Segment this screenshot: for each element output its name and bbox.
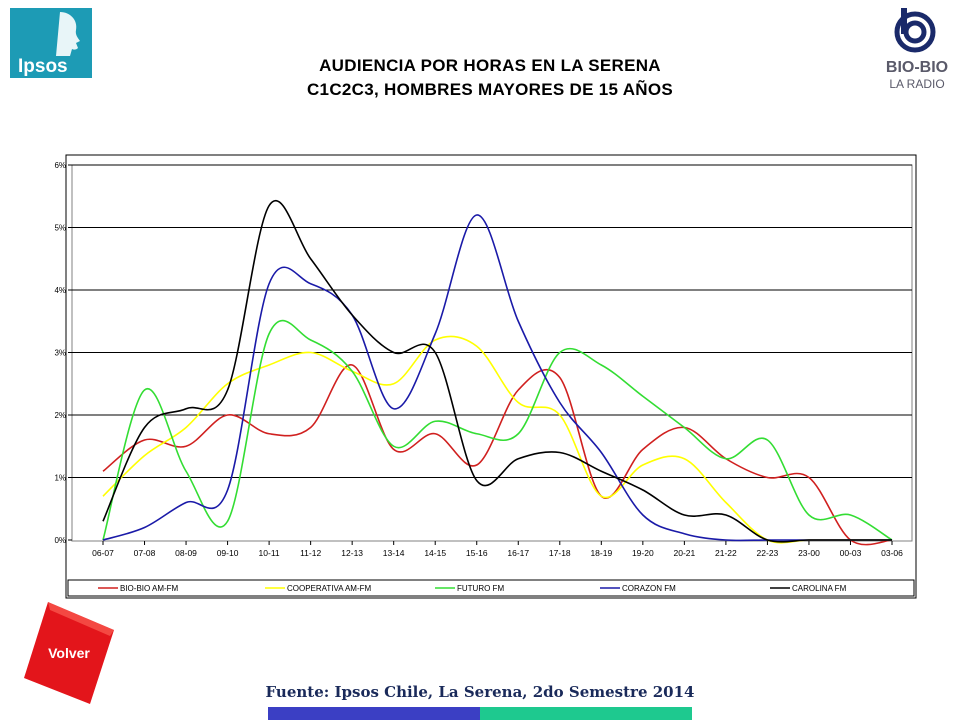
legend-label: BIO-BIO AM-FM [120,584,179,593]
y-tick-label: 1% [54,474,66,483]
legend-entry-cooperativa-am-fm[interactable]: COOPERATIVA AM-FM [265,584,371,593]
page-title-line1: AUDIENCIA POR HORAS EN LA SERENA [319,56,661,75]
ipsos-logo-text: Ipsos [18,56,68,77]
page-title-line2: C1C2C3, HOMBRES MAYORES DE 15 AÑOS [306,80,674,99]
ipsos-logo-icon: Ipsos [10,8,92,78]
legend-label: FUTURO FM [457,584,504,593]
footer-bar-right [480,707,692,720]
series-line-futuro-fm [102,319,893,541]
series-line-bio-bio-am-fm [102,364,893,546]
legend-label: COOPERATIVA AM-FM [287,584,371,593]
biobio-logo-icon: BIO-BIO LA RADIO [886,8,948,91]
series-line-corazon-fm [102,214,892,542]
legend-label: CORAZON FM [622,584,676,593]
footer-bar-left [268,707,480,720]
x-tick-label: 16-17 [507,548,529,558]
x-tick-label: 15-16 [466,548,488,558]
legend-entry-futuro-fm[interactable]: FUTURO FM [435,584,504,593]
biobio-logo: BIO-BIO LA RADIO [882,6,952,98]
x-tick-label: 21-22 [715,548,737,558]
x-tick-label: 17-18 [549,548,571,558]
volver-button[interactable]: Volver [20,600,116,706]
x-tick-label: 22-23 [757,548,779,558]
x-tick-label: 20-21 [673,548,695,558]
x-tick-label: 06-07 [92,548,114,558]
chart-border [65,154,917,599]
series-line-cooperativa-am-fm [102,335,892,544]
y-tick-label: 6% [54,161,66,170]
volver-button-label: Volver [48,645,90,661]
biobio-logo-subtext: LA RADIO [889,77,944,91]
x-tick-label: 03-06 [881,548,903,558]
y-tick-label: 3% [54,349,66,358]
source-note: Fuente: Ipsos Chile, La Serena, 2do Seme… [265,683,695,701]
legend-label: CAROLINA FM [792,584,847,593]
x-tick-label: 13-14 [383,548,405,558]
y-tick-label: 2% [54,411,66,420]
x-tick-label: 11-12 [300,548,321,558]
series-line-carolina-fm [102,199,892,543]
y-tick-label: 4% [54,286,66,295]
x-tick-label: 10-11 [259,548,280,558]
ipsos-logo: Ipsos [10,8,92,78]
x-tick-label: 00-03 [840,548,862,558]
x-tick-label: 14-15 [424,548,446,558]
x-tick-label: 18-19 [590,548,612,558]
y-tick-label: 0% [54,536,66,545]
volver-button-shape: Volver [24,602,114,704]
plot-area [71,164,913,542]
legend-entry-bio-bio-am-fm[interactable]: BIO-BIO AM-FM [98,584,179,593]
x-tick-label: 07-08 [134,548,156,558]
biobio-logo-text: BIO-BIO [886,59,948,76]
x-tick-label: 08-09 [175,548,197,558]
y-tick-label: 5% [54,224,66,233]
x-tick-label: 19-20 [632,548,654,558]
x-tick-label: 23-00 [798,548,820,558]
x-tick-label: 09-10 [217,548,239,558]
x-tick-label: 12-13 [341,548,363,558]
legend-entry-corazon-fm[interactable]: CORAZON FM [600,584,676,593]
legend-entry-carolina-fm[interactable]: CAROLINA FM [770,584,847,593]
